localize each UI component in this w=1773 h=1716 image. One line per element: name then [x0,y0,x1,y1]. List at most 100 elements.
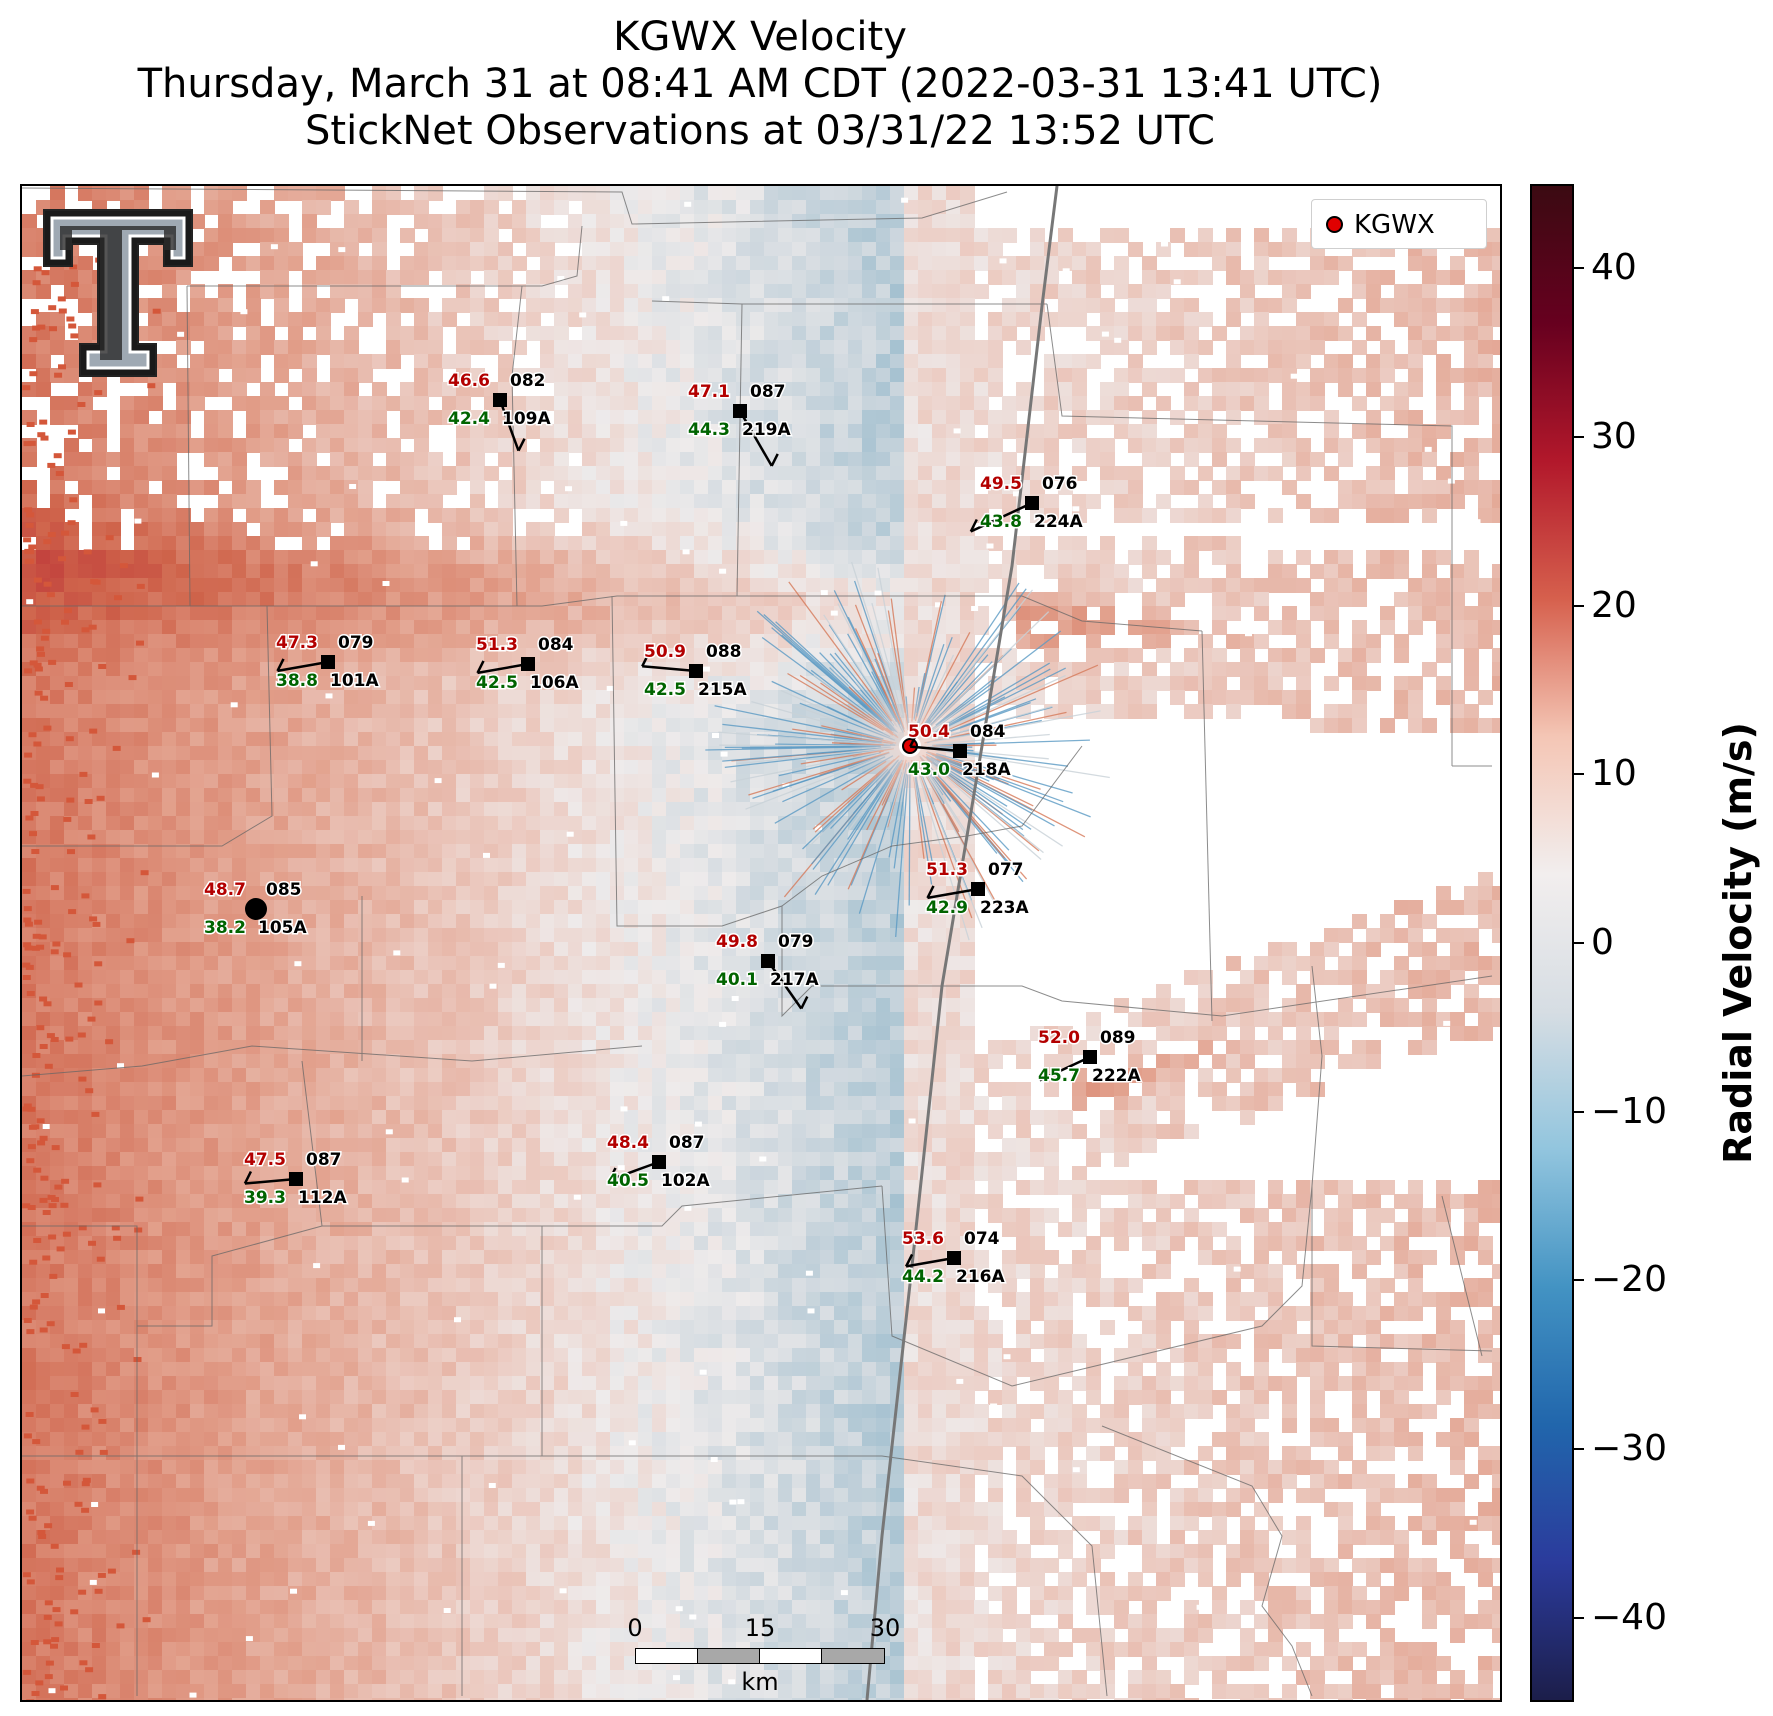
station-plot-219A[interactable]: 47.1 087 44.3 219A [687,381,793,467]
station-plot-101A[interactable]: 47.3 079 38.8 101A [275,632,381,693]
station-temperature: 50.9 [644,642,686,662]
station-plot-222A[interactable]: 52.0 089 45.7 222A [1037,1027,1143,1088]
wind-barb-flag [641,653,650,667]
station-temperature: 49.8 [716,932,758,952]
station-name: 101A [330,671,379,691]
station-temperature: 47.5 [244,1150,286,1170]
colorbar-tick-label: 30 [1591,416,1637,457]
station-marker-square [947,1251,961,1265]
scale-unit: km [741,1668,779,1696]
station-name: 109A [502,409,551,429]
station-dewpoint: 38.8 [276,671,318,691]
colorbar-tick-label: −30 [1591,1428,1667,1469]
station-wind-direction: 076 [1042,474,1078,494]
station-wind-direction: 079 [778,932,814,952]
wind-barb-staff [277,660,329,673]
legend-marker-radar [1326,216,1343,233]
velocity-field [22,186,1500,1700]
station-dewpoint: 43.8 [980,512,1022,532]
station-plot-112A[interactable]: 47.5 087 39.3 112A [243,1149,349,1210]
station-wind-direction: 087 [669,1133,705,1153]
colorbar [1530,184,1574,1702]
station-plot-216A[interactable]: 53.6 074 44.2 216A [901,1228,1007,1289]
station-dewpoint: 43.0 [908,760,950,780]
scale-segment [759,1648,822,1664]
map-legend: KGWX [1311,199,1487,249]
station-wind-direction: 085 [266,880,302,900]
colorbar-tick-label: −10 [1591,1090,1667,1132]
colorbar-title: Radial Velocity (m/s) [1716,722,1760,1164]
station-marker-square [689,664,703,678]
colorbar-tick-mark [1574,604,1584,607]
wind-barb-flag [800,996,809,1010]
station-name: 216A [956,1267,1005,1287]
station-plot-223A[interactable]: 51.3 077 42.9 223A [925,859,1031,920]
station-name: 222A [1092,1066,1141,1086]
scale-segment [697,1648,760,1664]
scale-segment [821,1648,885,1664]
station-dewpoint: 44.3 [688,420,730,440]
station-dewpoint: 45.7 [1038,1066,1080,1086]
station-plot-105A[interactable]: 48.7 085 38.2 105A [203,879,309,940]
station-plot-102A[interactable]: 48.4 087 40.5 102A [606,1132,712,1193]
wind-barb-staff [970,501,1033,533]
wind-barb-flag [904,1253,914,1267]
wind-barb-staff [498,399,520,452]
scale-tick-30: 30 [869,1614,901,1642]
station-dewpoint: 40.5 [607,1171,649,1191]
station-plot-224A[interactable]: 49.5 076 43.8 224A [969,473,1085,534]
station-plot-218A[interactable]: 50.4 084 43.0 218A [907,721,1013,782]
station-plot-106A[interactable]: 51.3 084 42.5 106A [475,634,581,695]
station-wind-direction: 077 [988,860,1024,880]
station-marker-square [1025,496,1039,510]
legend-label: KGWX [1354,210,1435,240]
radar-map[interactable]: 46.6 082 42.4 109A 47.1 087 44.3 219A 49.5 076 43.… [20,184,1502,1702]
colorbar-tick-mark [1574,1616,1584,1619]
station-temperature: 53.6 [902,1229,944,1249]
station-marker-square [321,655,335,669]
station-plot-109A[interactable]: 46.6 082 42.4 109A [447,370,553,452]
county-boundaries [22,187,1493,1697]
wind-barb-staff [1039,1055,1091,1082]
wind-barb-flag [770,453,779,467]
scale-segment [635,1648,698,1664]
station-dewpoint: 42.9 [926,898,968,918]
wind-barb-flag [909,734,918,748]
station-wind-direction: 079 [338,633,374,653]
station-temperature: 52.0 [1038,1028,1080,1048]
wind-barb-staff [642,665,697,673]
station-plot-215A[interactable]: 50.9 088 42.5 215A [641,641,749,702]
station-name: 112A [298,1188,347,1208]
wind-barb-flag [476,660,485,674]
texas-tech-double-t-logo [40,204,196,384]
station-name: 217A [770,970,819,990]
wind-barb-flag [517,438,526,452]
station-wind-direction: 087 [750,382,786,402]
station-wind-direction: 089 [1100,1028,1136,1048]
wind-barb-staff [477,662,529,675]
station-plot-217A[interactable]: 49.8 079 40.1 217A [715,931,821,1010]
station-temperature: 51.3 [926,860,968,880]
station-marker-square [761,954,775,968]
wind-barb-staff [766,960,803,1010]
wind-barb-staff [927,887,979,900]
station-name: 215A [698,680,747,700]
station-marker-square [289,1172,303,1186]
colorbar-tick-label: 0 [1591,922,1614,963]
map-canvas: 46.6 082 42.4 109A 47.1 087 44.3 219A 49.5 076 43.… [22,186,1500,1700]
title-line-3: StickNet Observations at 03/31/22 13:52 … [305,108,1215,154]
station-marker-square [521,657,535,671]
colorbar-tick-label: 10 [1591,753,1637,795]
wind-barb-staff [910,745,961,753]
station-temperature: 48.7 [204,880,246,900]
station-dewpoint: 42.4 [448,409,490,429]
station-wind-direction: 084 [970,722,1006,742]
station-name: 219A [742,420,791,440]
colorbar-tick-label: 20 [1591,584,1637,626]
station-temperature: 46.6 [448,371,490,391]
colorbar-tick-label: −40 [1591,1596,1667,1638]
station-dewpoint: 38.2 [204,918,246,938]
station-temperature: 49.5 [980,474,1022,494]
wind-barb-flag [1038,1067,1047,1081]
station-wind-direction: 084 [538,635,574,655]
